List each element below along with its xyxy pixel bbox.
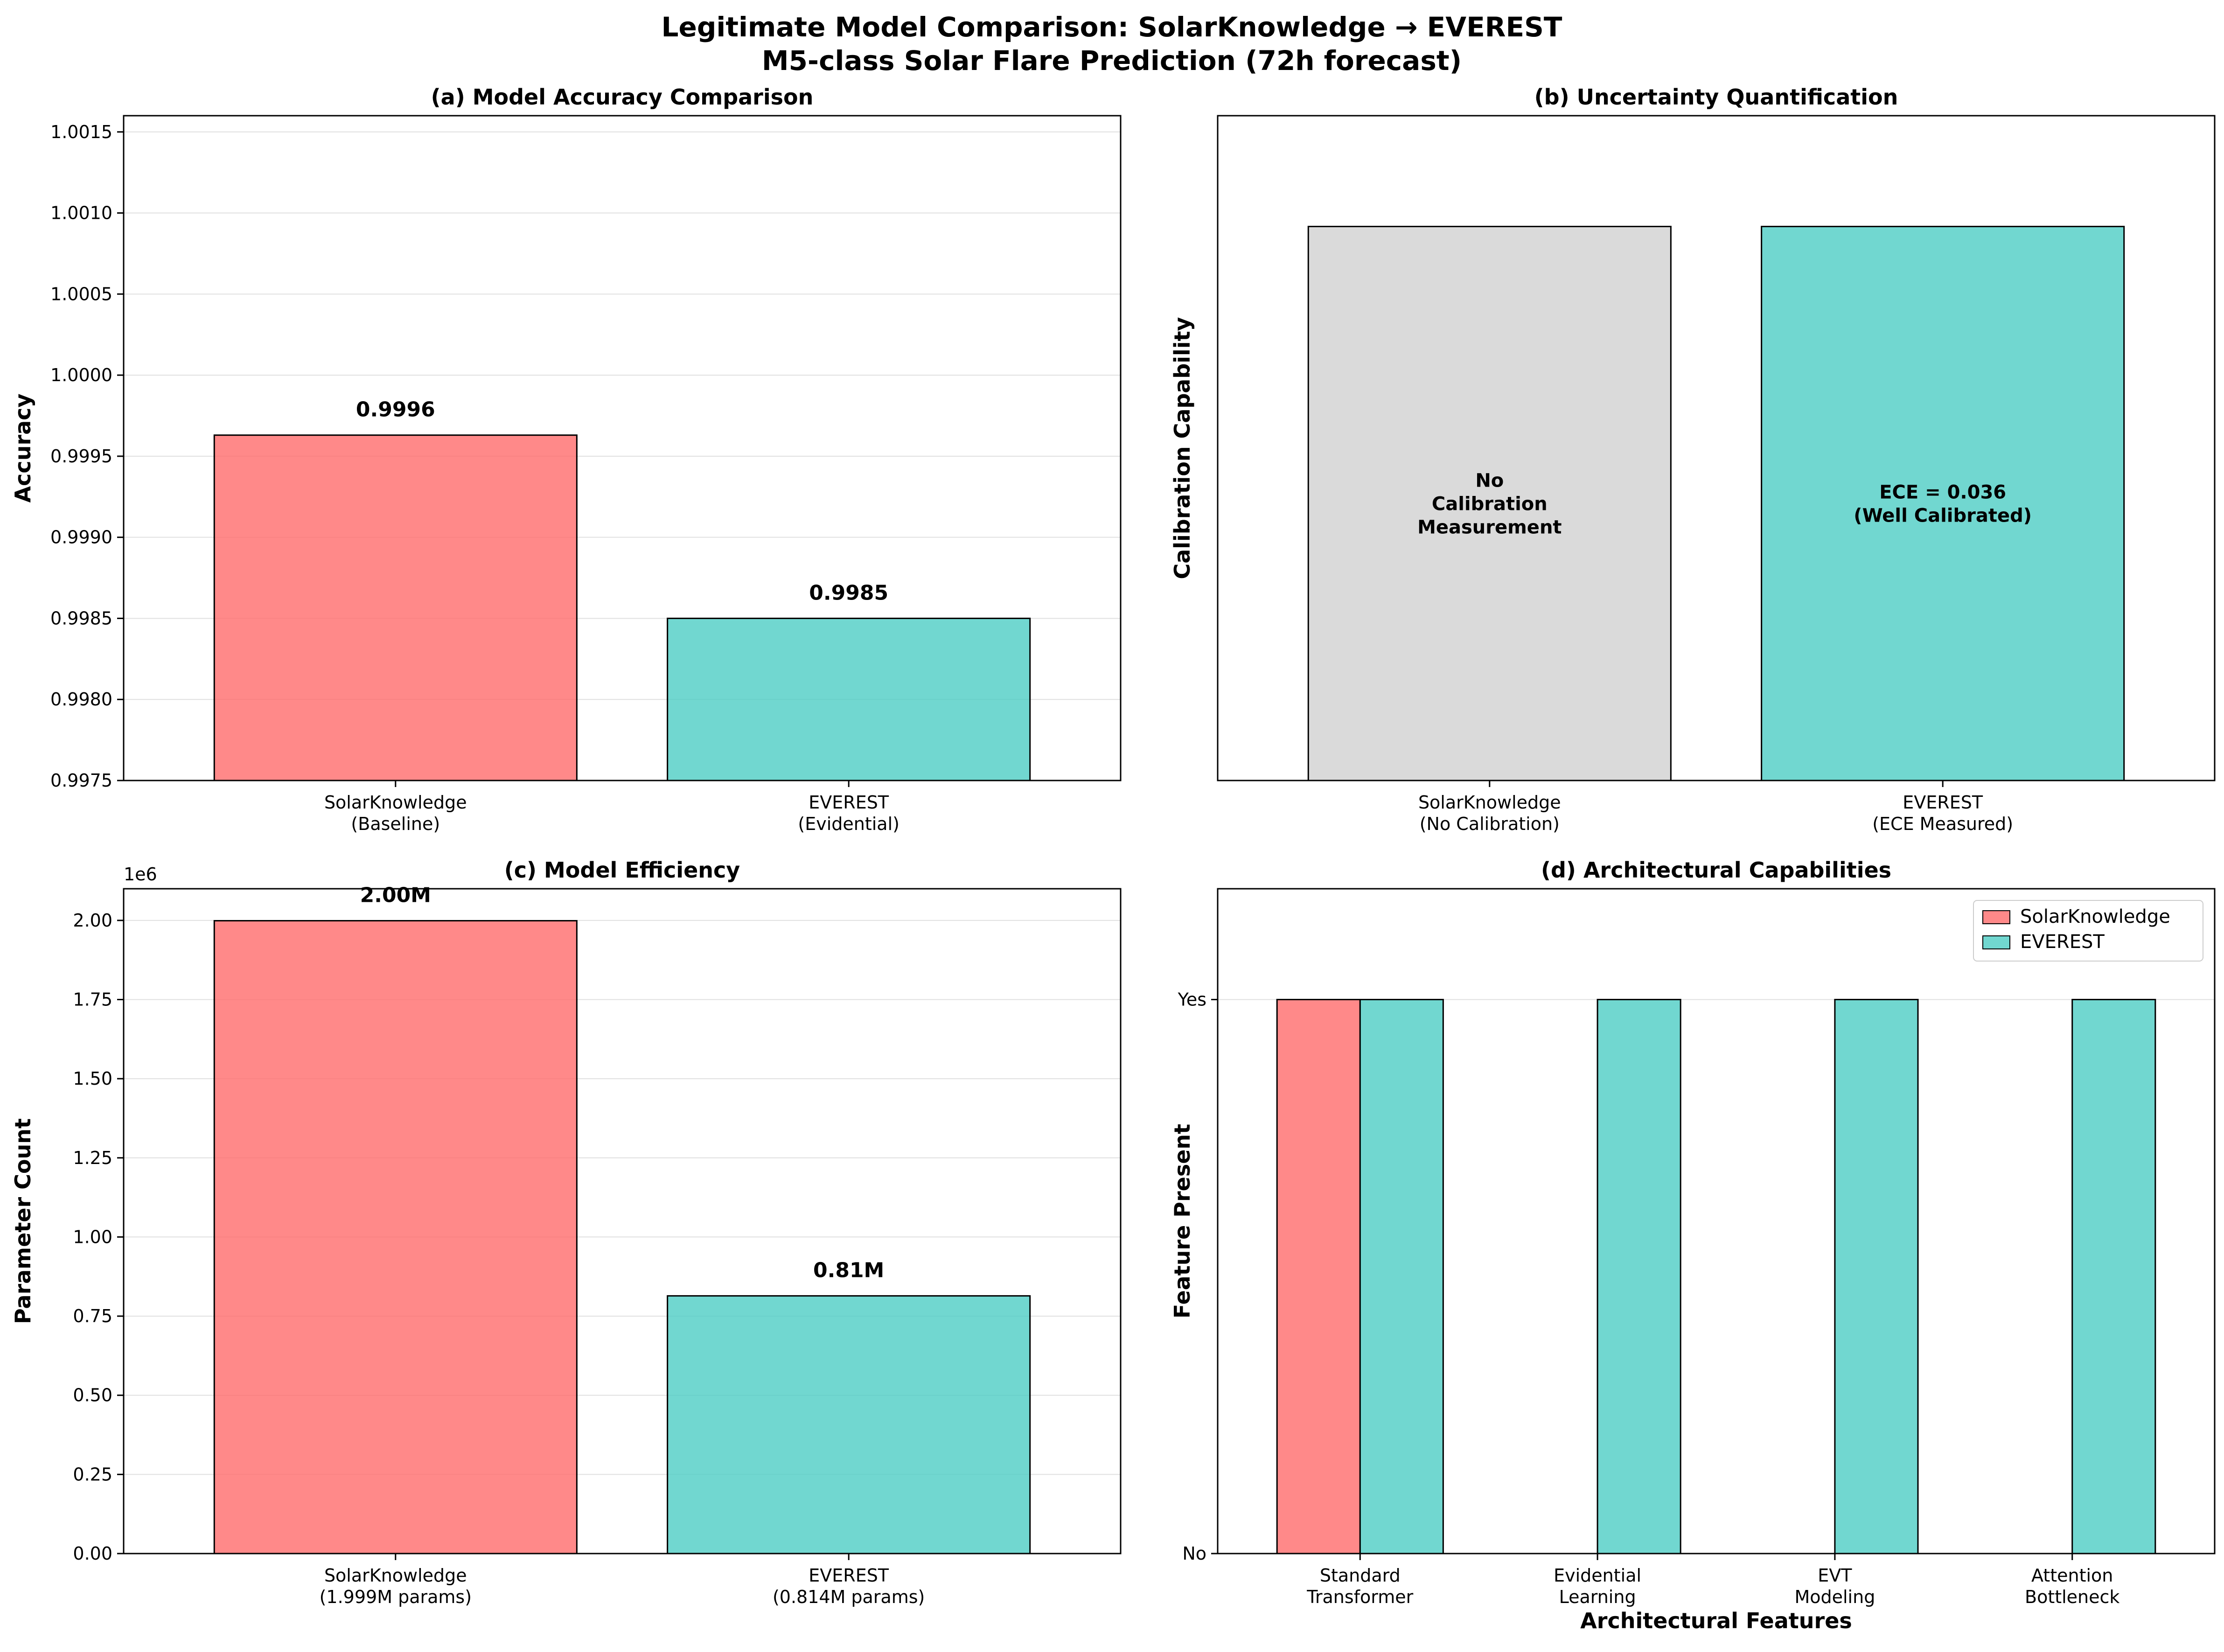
xtick-label-c-1: EVEREST (0.814M params)	[773, 1565, 925, 1607]
bar-d-EVEREST-1	[1597, 999, 1681, 1554]
ylabel-c: Parameter Count	[10, 1118, 35, 1324]
ytick-label-c-7: 1.75	[73, 990, 112, 1010]
bar-a-0	[213, 434, 578, 781]
panel-title-a: (a) Model Accuracy Comparison	[431, 84, 814, 110]
legend-swatch-1	[1982, 935, 2010, 949]
ytick-label-a-4: 0.9995	[50, 446, 112, 467]
ytick-label-a-2: 0.9985	[50, 608, 112, 628]
xtick-label-a-1: EVEREST (Evidential)	[798, 792, 899, 834]
data-label-c-0: 2.00M	[360, 884, 431, 907]
ytick-label-a-7: 1.0010	[50, 203, 112, 223]
ytick-label-a-1: 0.9980	[50, 689, 112, 710]
legend-label-0: SolarKnowledge	[2020, 906, 2170, 927]
figure-title-line2: M5-class Solar Flare Prediction (72h for…	[762, 45, 1462, 77]
bar-b-0	[1307, 226, 1672, 781]
legend-box	[1973, 900, 2203, 962]
ytick-label-c-5: 1.25	[73, 1148, 112, 1168]
panel-title-b: (b) Uncertainty Quantification	[1534, 84, 1898, 110]
ytick-label-a-8: 1.0015	[50, 122, 112, 142]
figure-title-line1: Legitimate Model Comparison: SolarKnowle…	[662, 11, 1562, 43]
ytick-label-c-4: 1.00	[73, 1227, 112, 1247]
ytick-label-a-5: 1.0000	[50, 365, 112, 385]
ytick-label-c-2: 0.50	[73, 1385, 112, 1406]
ytick-label-c-0: 0.00	[73, 1543, 112, 1564]
data-label-c-1: 0.81M	[813, 1259, 884, 1283]
data-label-a-0: 0.9996	[356, 398, 435, 422]
ytick-label-c-1: 0.25	[73, 1464, 112, 1485]
axes-frame-d	[1217, 888, 2216, 1554]
ytick-label-a-6: 1.0005	[50, 284, 112, 304]
ytick-label-a-3: 0.9990	[50, 527, 112, 548]
ytick-label-d-0: No	[1182, 1543, 1206, 1564]
panel-d-capabilities: SolarKnowledge EVEREST No Yes Standard Transf…	[1170, 857, 2216, 1633]
bar-d-SolarKnowledge-0	[1276, 999, 1361, 1554]
xtick-label-d-2: EVT Modeling	[1794, 1565, 1875, 1607]
data-label-a-1: 0.9985	[809, 581, 888, 605]
bar-a-1	[667, 617, 1031, 781]
ylabel-d: Feature Present	[1170, 1124, 1195, 1318]
inner-label-b-0: No Calibration Measurement	[1417, 470, 1562, 538]
bar-d-EVEREST-2	[1834, 999, 1919, 1554]
ytick-label-d-1: Yes	[1178, 990, 1206, 1010]
bar-c-1	[667, 1295, 1031, 1554]
bar-d-EVEREST-3	[2071, 999, 2156, 1554]
panel-title-c: (c) Model Efficiency	[504, 857, 740, 883]
axes-frame-b	[1217, 115, 2216, 781]
xtick-label-b-1: EVEREST (ECE Measured)	[1872, 792, 2013, 834]
xtick-label-c-0: SolarKnowledge (1.999M params)	[320, 1565, 472, 1607]
ytick-label-c-8: 2.00	[73, 910, 112, 931]
axes-frame-c	[123, 888, 1122, 1554]
offset-label-c: 1e6	[124, 864, 157, 885]
panel-a-accuracy: 0.9996 0.9985 0.9975 0.9980 0.9985 0.9990 0.99…	[10, 84, 1122, 834]
xtick-label-d-3: Attention Bottleneck	[2025, 1565, 2119, 1607]
legend-label-1: EVEREST	[2020, 931, 2105, 953]
panel-c-efficiency: 2.00M 0.81M 0.00 0.25 0.50 0.75 1.00 1.25 1.50 1.…	[10, 857, 1122, 1607]
ytick-label-c-6: 1.50	[73, 1068, 112, 1089]
ylabel-a: Accuracy	[10, 394, 35, 503]
axes-frame-a	[123, 115, 1122, 781]
panel-title-d: (d) Architectural Capabilities	[1541, 857, 1891, 883]
bar-c-0	[213, 920, 578, 1554]
panel-b-uncertainty: No Calibration Measurement ECE = 0.036 (Well…	[1170, 84, 2216, 834]
xtick-label-d-1: Evidential Learning	[1554, 1565, 1641, 1607]
bar-b-1	[1761, 226, 2125, 781]
ytick-label-c-3: 0.75	[73, 1306, 112, 1326]
inner-label-b-1: ECE = 0.036 (Well Calibrated)	[1854, 481, 2032, 526]
xlabel-d: Architectural Features	[1580, 1608, 1852, 1633]
ylabel-b: Calibration Capability	[1170, 317, 1195, 579]
xtick-label-a-0: SolarKnowledge (Baseline)	[324, 792, 467, 834]
xtick-label-b-0: SolarKnowledge (No Calibration)	[1418, 792, 1561, 834]
bar-d-EVEREST-0	[1359, 999, 1444, 1554]
ytick-label-a-0: 0.9975	[50, 770, 112, 791]
legend-swatch-0	[1982, 910, 2010, 924]
xtick-label-d-0: Standard Transformer	[1306, 1565, 1413, 1607]
